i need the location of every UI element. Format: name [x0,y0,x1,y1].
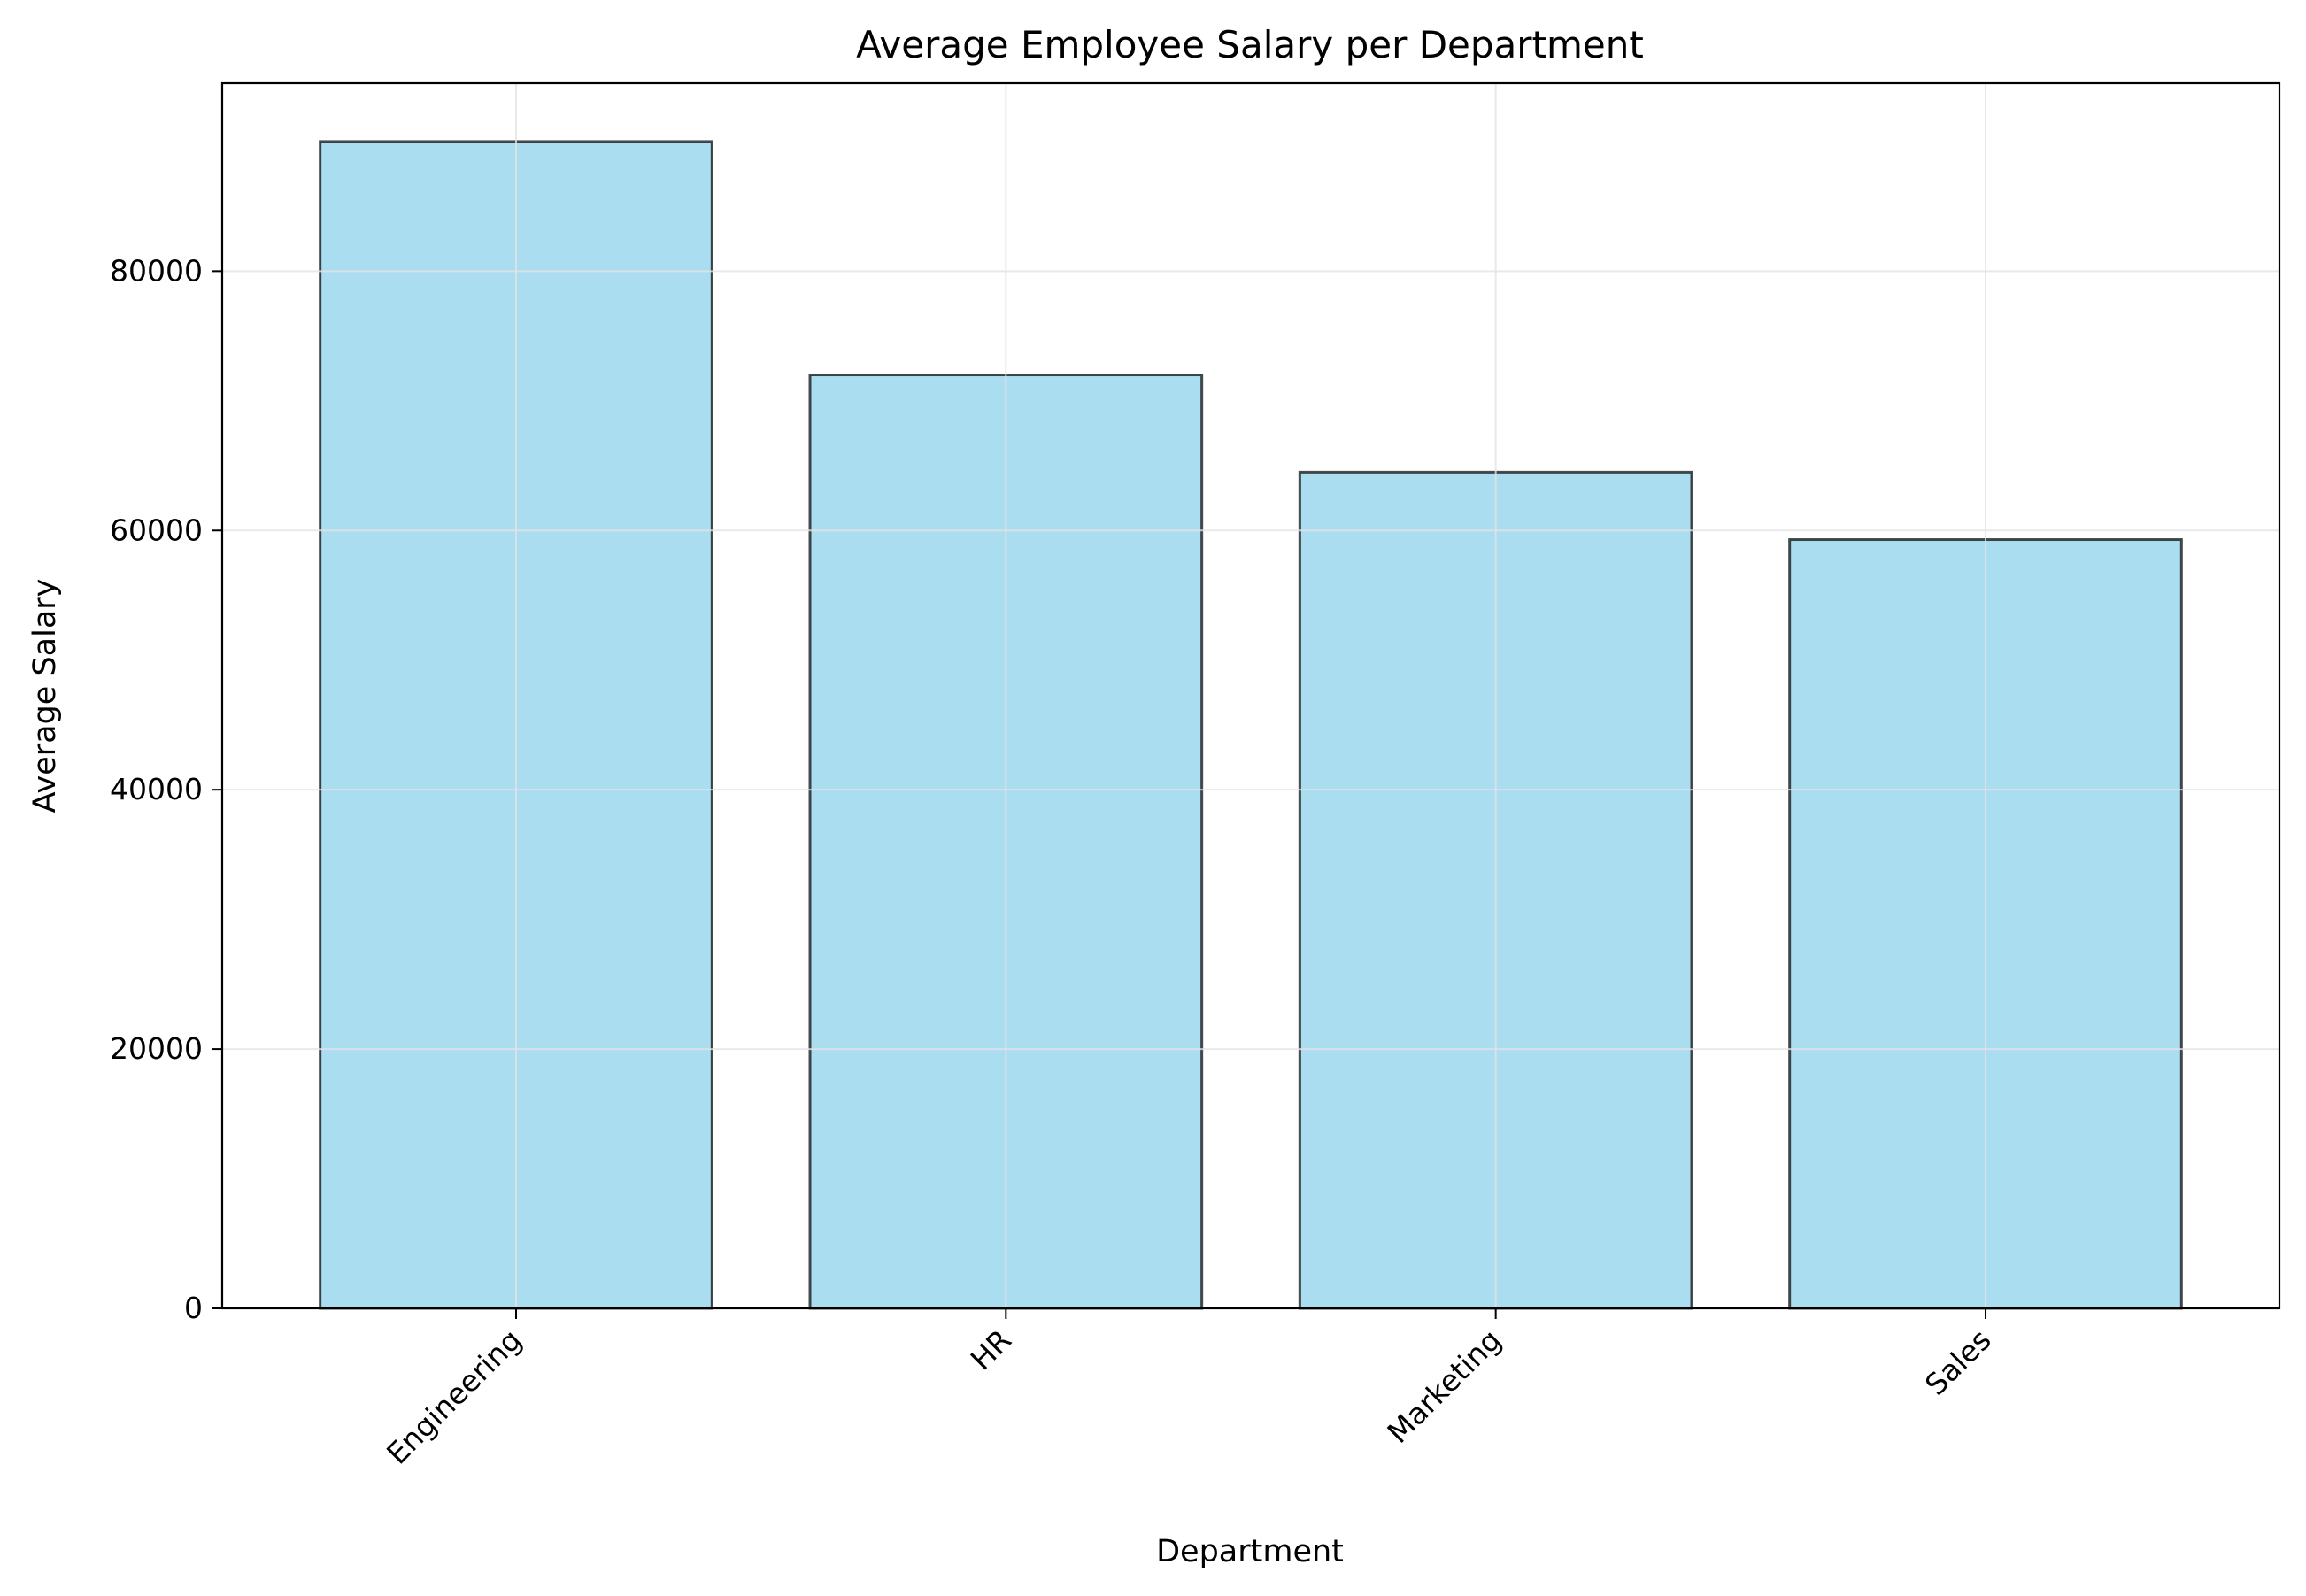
y-tick-label: 60000 [110,513,203,547]
plot-area-frame [220,81,2281,1310]
x-axis-label: Department [1156,1534,1344,1569]
y-tick-label: 20000 [110,1031,203,1066]
y-tick-label: 40000 [110,772,203,806]
y-tick-label: 0 [184,1291,203,1325]
y-axis-label: Average Salary [27,579,63,813]
chart-title: Average Employee Salary per Department [856,23,1644,66]
grid [222,83,2279,1309]
y-tick-label: 80000 [110,253,203,288]
